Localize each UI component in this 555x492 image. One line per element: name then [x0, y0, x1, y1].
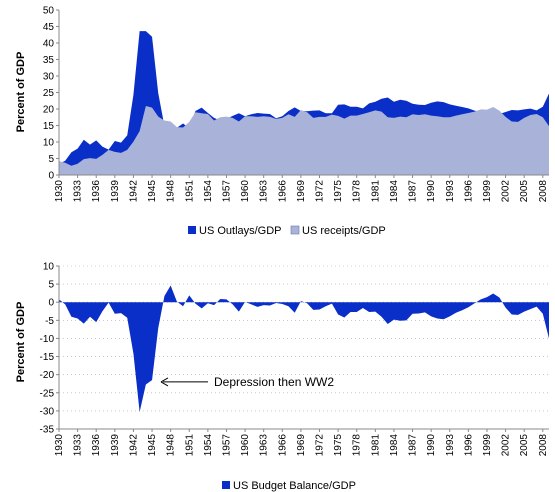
y-tick-label: 5 [48, 280, 54, 291]
x-tick-label: 1942 [128, 434, 139, 457]
x-tick-label: 1981 [370, 180, 381, 203]
x-tick-label: 1990 [426, 180, 437, 203]
x-tick-label: 1957 [221, 180, 232, 203]
y-tick-label: -30 [40, 406, 55, 417]
x-tick-label: 1969 [296, 180, 307, 203]
x-tick-label: 1984 [389, 434, 400, 457]
legend-swatch-balance [222, 481, 230, 489]
y-tick-label: 10 [43, 138, 55, 149]
x-tick-label: 1930 [54, 434, 65, 457]
x-tick-label: 1945 [147, 434, 158, 457]
x-tick-label: 1996 [463, 180, 474, 203]
x-tick-label: 1960 [240, 180, 251, 203]
y-tick-label: -25 [40, 388, 55, 399]
x-tick-label: 2008 [538, 434, 549, 457]
y-tick-label: 15 [43, 121, 55, 132]
x-tick-label: 1996 [463, 434, 474, 457]
x-tick-label: 1948 [166, 180, 177, 203]
x-tick-label: 1963 [259, 434, 270, 457]
y-tick-label: -35 [40, 425, 55, 436]
x-tick-label: 1972 [315, 180, 326, 203]
y-tick-label: 25 [43, 88, 55, 99]
y-tick-label: 5 [48, 154, 54, 165]
x-tick-label: 2008 [538, 180, 549, 203]
y-tick-label: -5 [45, 316, 54, 327]
y-tick-label: 0 [48, 171, 54, 182]
x-tick-label: 1972 [315, 434, 326, 457]
x-tick-label: 1930 [54, 180, 65, 203]
x-tick-label: 1969 [296, 434, 307, 457]
x-tick-label: 2002 [501, 180, 512, 203]
x-tick-label: 1978 [352, 180, 363, 203]
y-tick-label: 30 [43, 72, 55, 83]
x-tick-label: 1954 [203, 180, 214, 203]
y-tick-label: 10 [43, 262, 55, 273]
legend-swatch-receipts [290, 225, 300, 235]
legend-label-outlays: US Outlays/GDP [199, 225, 282, 237]
x-tick-label: 1984 [389, 180, 400, 203]
y-tick-label: 20 [43, 105, 55, 116]
y-tick-label: -10 [40, 334, 55, 345]
y-tick-label: 40 [43, 39, 55, 50]
legend: US Budget Balance/GDP [222, 480, 356, 492]
x-tick-label: 2005 [519, 434, 530, 457]
legend: US Outlays/GDP US receipts/GDP [188, 225, 386, 237]
x-tick-label: 1993 [445, 180, 456, 203]
x-tick-label: 2002 [501, 434, 512, 457]
x-tick-label: 1966 [277, 180, 288, 203]
annotation-text: Depression then WW2 [214, 375, 334, 389]
x-tick-label: 1936 [91, 434, 102, 457]
x-tick-label: 1963 [259, 180, 270, 203]
x-tick-label: 1939 [110, 434, 121, 457]
legend-swatch-outlays [188, 226, 196, 234]
annotation-arrow-head [160, 377, 169, 387]
x-tick-label: 1939 [110, 180, 121, 203]
legend-label-receipts: US receipts/GDP [302, 225, 386, 237]
x-tick-label: 1957 [221, 434, 232, 457]
x-tick-label: 1942 [128, 180, 139, 203]
y-axis-title: Percent of GDP [15, 52, 27, 133]
x-tick-label: 1987 [408, 180, 419, 203]
x-tick-label: 1966 [277, 434, 288, 457]
x-tick-label: 1993 [445, 434, 456, 457]
x-tick-label: 1999 [482, 434, 493, 457]
x-tick-label: 1987 [408, 434, 419, 457]
x-tick-label: 1960 [240, 434, 251, 457]
y-tick-label: -20 [40, 370, 55, 381]
x-tick-label: 1951 [184, 180, 195, 203]
y-tick-label: -15 [40, 352, 55, 363]
x-tick-label: 1945 [147, 180, 158, 203]
x-tick-label: 1933 [73, 434, 84, 457]
series-area-receipts [59, 106, 549, 175]
x-tick-label: 1933 [73, 180, 84, 203]
x-tick-label: 1975 [333, 434, 344, 457]
x-tick-label: 1975 [333, 180, 344, 203]
y-tick-label: 50 [43, 6, 55, 17]
x-tick-label: 2005 [519, 180, 530, 203]
x-tick-label: 1978 [352, 434, 363, 457]
legend-label-balance: US Budget Balance/GDP [233, 480, 356, 492]
x-tick-label: 1936 [91, 180, 102, 203]
x-tick-label: 1981 [370, 434, 381, 457]
x-tick-label: 1954 [203, 434, 214, 457]
y-tick-label: 35 [43, 55, 55, 66]
x-tick-label: 1999 [482, 180, 493, 203]
outlays-receipts-chart: 0 5 10 15 20 25 30 35 40 45 50 1930 1933 1936 1939 1942… [15, 6, 549, 237]
x-tick-label: 1990 [426, 434, 437, 457]
y-tick-label: 45 [43, 22, 55, 33]
x-tick-label: 1948 [166, 434, 177, 457]
y-axis-title: Percent of GDP [15, 302, 27, 383]
y-tick-label: 0 [48, 298, 54, 309]
x-tick-label: 1951 [184, 434, 195, 457]
